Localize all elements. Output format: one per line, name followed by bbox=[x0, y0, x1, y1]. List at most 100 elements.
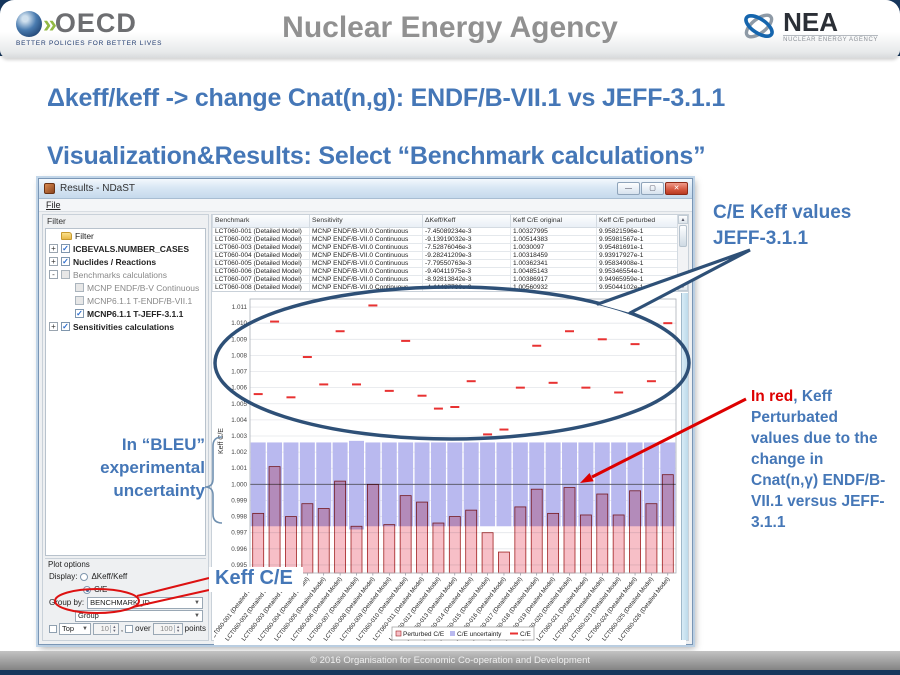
nea-swirl-icon bbox=[744, 13, 774, 39]
column-header[interactable]: Keff C/E perturbed bbox=[596, 215, 680, 228]
table-row[interactable]: LCT060-007 (Detailed Model) MCNP ENDF/B-V… bbox=[212, 274, 680, 284]
scrollbar-thumb[interactable] bbox=[679, 225, 687, 247]
results-table-body: LCT060-001 (Detailed Model) MCNP ENDF/B-V… bbox=[212, 226, 680, 291]
y-tick-label: 1.010 bbox=[231, 320, 247, 327]
tree-item-label: MCNP6.1.1 T-JEFF-3.1.1 bbox=[87, 308, 184, 319]
table-cell: 9.95346554e-1 bbox=[596, 266, 680, 276]
tree-expander-expanded-icon[interactable]: - bbox=[49, 270, 58, 279]
tree-checkbox-unchecked[interactable] bbox=[61, 270, 70, 279]
tree-checkbox-checked[interactable]: ✓ bbox=[61, 322, 70, 331]
table-cell: 1.00318459 bbox=[510, 250, 597, 260]
table-cell: -7.79550763e-3 bbox=[422, 258, 511, 268]
tree-expander-collapsed-icon[interactable]: + bbox=[49, 322, 58, 331]
window-titlebar[interactable]: Results - NDaST — ▢ ✕ bbox=[39, 179, 692, 199]
column-header[interactable]: ΔKeff/Keff bbox=[422, 215, 511, 228]
perturbed-bar bbox=[252, 512, 265, 574]
tree-item-label: ICBEVALS.NUMBER_CASES bbox=[73, 243, 190, 254]
table-scrollbar[interactable]: ▲ ▼ bbox=[677, 215, 688, 291]
table-cell: LCT060-002 (Detailed Model) bbox=[212, 234, 310, 244]
y-tick-label: 0.998 bbox=[231, 514, 247, 521]
table-row[interactable]: LCT060-008 (Detailed Model) MCNP ENDF/B-V… bbox=[212, 282, 680, 291]
table-row[interactable]: LCT060-004 (Detailed Model) MCNP ENDF/B-V… bbox=[212, 250, 680, 260]
tree-item[interactable]: + ✓ ICBEVALS.NUMBER_CASES bbox=[46, 242, 205, 255]
y-tick-label: 1.003 bbox=[231, 433, 247, 440]
nea-logo-text: NEA bbox=[783, 7, 839, 37]
legend-swatch-perturbed bbox=[395, 630, 402, 637]
table-row[interactable]: LCT060-005 (Detailed Model) MCNP ENDF/B-V… bbox=[212, 258, 680, 268]
results-window: Results - NDaST — ▢ ✕ File Filter Filter… bbox=[38, 178, 693, 645]
minimize-button[interactable]: — bbox=[617, 182, 640, 195]
tree-expander-collapsed-icon[interactable]: + bbox=[49, 257, 58, 266]
slide-title: Δkeff/keff -> change Cnat(n,g): ENDF/B-V… bbox=[47, 84, 726, 112]
table-cell: MCNP ENDF/B-VII.0 Continuous bbox=[309, 258, 423, 268]
nea-logo: NEA NUCLEAR ENERGY AGENCY bbox=[739, 7, 878, 45]
table-row[interactable]: LCT060-006 (Detailed Model) MCNP ENDF/B-V… bbox=[212, 266, 680, 276]
legend-swatch-uncertainty bbox=[450, 631, 455, 636]
filter-tree: Filter + ✓ ICBEVALS.NUMBER_CASES + ✓ Nuclides … bbox=[45, 228, 206, 556]
table-cell: -8.92813842e-3 bbox=[422, 274, 511, 284]
annotation-in-red-lead: In red bbox=[751, 388, 794, 405]
oecd-chevrons-icon: » bbox=[43, 9, 57, 38]
column-header[interactable]: Benchmark bbox=[212, 215, 310, 228]
table-row[interactable]: LCT060-002 (Detailed Model) MCNP ENDF/B-V… bbox=[212, 234, 680, 244]
group-select[interactable]: Group ▼ bbox=[75, 609, 203, 622]
table-cell: 1.00560932 bbox=[510, 282, 597, 291]
y-tick-label: 1.006 bbox=[231, 385, 247, 392]
tree-item[interactable]: + ✓ Sensitivities calculations bbox=[46, 320, 205, 333]
tree-checkbox-checked[interactable]: ✓ bbox=[61, 257, 70, 266]
tree-item[interactable]: ✓ MCNP6.1.1 T-JEFF-3.1.1 bbox=[46, 307, 205, 320]
tree-checkbox-checked[interactable]: ✓ bbox=[61, 244, 70, 253]
chart-scrollbar[interactable] bbox=[681, 293, 688, 640]
table-cell: 9.95044102e-1 bbox=[596, 282, 680, 291]
y-tick-label: 1.011 bbox=[232, 304, 248, 311]
table-cell: MCNP ENDF/B-VII.0 Continuous bbox=[309, 234, 423, 244]
scroll-down-icon[interactable]: ▼ bbox=[678, 282, 688, 291]
tree-expander-collapsed-icon[interactable]: + bbox=[49, 244, 58, 253]
tree-item[interactable]: MCNP6.1.1 T-ENDF/B-VII.1 bbox=[46, 294, 205, 307]
tree-item[interactable]: + ✓ Nuclides / Reactions bbox=[46, 255, 205, 268]
table-cell: -9.28241209e-3 bbox=[422, 250, 511, 260]
folder-icon bbox=[61, 231, 72, 240]
column-header[interactable]: Sensitivity bbox=[309, 215, 423, 228]
scroll-up-icon[interactable]: ▲ bbox=[678, 215, 688, 224]
table-cell: -7.52876046e-3 bbox=[422, 242, 511, 252]
table-cell: MCNP ENDF/B-VII.0 Continuous bbox=[309, 266, 423, 276]
over-checkbox[interactable] bbox=[125, 624, 134, 633]
column-header[interactable]: Keff C/E original bbox=[510, 215, 597, 228]
perturbed-bar bbox=[285, 516, 297, 574]
group-by-select[interactable]: BENCHMARK_ID ▼ bbox=[87, 596, 203, 609]
radio-ce-label[interactable]: C/E bbox=[94, 585, 108, 594]
table-cell: 9.95834908e-1 bbox=[596, 258, 680, 268]
radio-dkeff-label[interactable]: ΔKeff/Keff bbox=[91, 572, 128, 581]
table-cell: 9.95981567e-1 bbox=[596, 234, 680, 244]
perturbed-bar bbox=[547, 512, 560, 574]
uncertainty-band bbox=[349, 440, 364, 530]
over-count-spinner[interactable]: 100 ▲ ▼ bbox=[152, 622, 183, 635]
close-button[interactable]: ✕ bbox=[665, 182, 688, 195]
menu-file[interactable]: File bbox=[46, 200, 61, 210]
table-row[interactable]: LCT060-001 (Detailed Model) MCNP ENDF/B-V… bbox=[212, 226, 680, 236]
tree-checkbox-checked[interactable]: ✓ bbox=[75, 309, 84, 318]
tree-checkbox-unchecked[interactable] bbox=[75, 283, 84, 292]
table-cell: LCT060-004 (Detailed Model) bbox=[212, 250, 310, 260]
radio-ce[interactable] bbox=[83, 585, 91, 594]
comma-text: , bbox=[120, 624, 124, 633]
tree-item[interactable]: Filter bbox=[46, 229, 205, 242]
top-count-spinner[interactable]: 10 ▲ ▼ bbox=[92, 622, 119, 635]
tree-checkbox-unchecked[interactable] bbox=[75, 296, 84, 305]
perturbed-bar bbox=[383, 524, 396, 574]
table-row[interactable]: LCT060-003 (Detailed Model) MCNP ENDF/B-V… bbox=[212, 242, 680, 252]
y-tick-label: 0.996 bbox=[231, 546, 247, 553]
tree-item[interactable]: - Benchmarks calculations bbox=[46, 268, 205, 281]
perturbed-bar bbox=[645, 503, 658, 574]
y-tick-label: 1.001 bbox=[231, 465, 247, 472]
perturbed-bar bbox=[334, 480, 347, 574]
legend-label: C/E uncertainty bbox=[457, 631, 502, 638]
maximize-button[interactable]: ▢ bbox=[641, 182, 664, 195]
radio-dkeff[interactable] bbox=[80, 572, 89, 581]
table-cell: 1.0030097 bbox=[510, 242, 597, 252]
top-checkbox[interactable] bbox=[49, 624, 57, 633]
tree-item[interactable]: MCNP ENDF/B-V Continuous bbox=[46, 281, 205, 294]
top-select[interactable]: Top ▼ bbox=[59, 622, 91, 635]
